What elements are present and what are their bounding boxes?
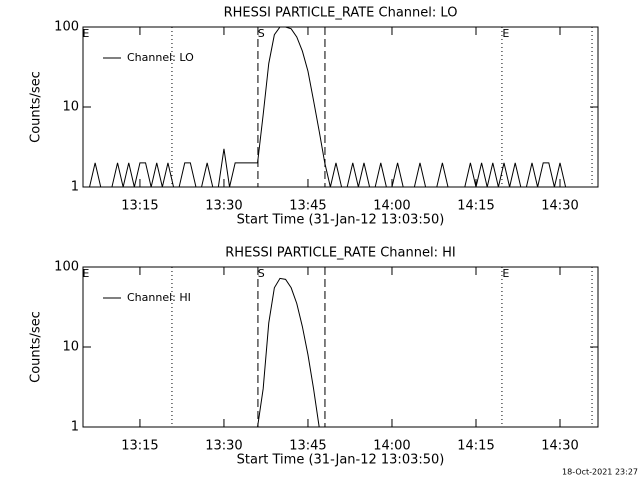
flag-label: S <box>258 27 265 40</box>
x-tick-label: 14:00 <box>373 199 410 214</box>
x-tick-label: 14:15 <box>457 439 494 454</box>
x-tick-label: 14:00 <box>373 439 410 454</box>
y-tick-label: 100 <box>54 260 79 275</box>
flag-label: E <box>82 27 89 40</box>
y-tick-label: 100 <box>54 20 79 35</box>
x-tick-label: 13:30 <box>205 199 242 214</box>
x-tick-label: 13:15 <box>121 199 158 214</box>
y-tick-label: 1 <box>71 180 79 195</box>
y-tick-label: 10 <box>62 100 79 115</box>
x-tick-label: 13:45 <box>289 439 326 454</box>
y-tick-label: 10 <box>62 340 79 355</box>
data-line <box>83 277 594 428</box>
timestamp: 18-Oct-2021 23:27 <box>562 468 638 477</box>
x-tick-label: 13:15 <box>121 439 158 454</box>
x-tick-label: 14:15 <box>457 199 494 214</box>
flag-label: E <box>502 267 509 280</box>
y-axis-label: Counts/sec <box>29 71 44 143</box>
x-tick-label: 13:45 <box>289 199 326 214</box>
flag-label: S <box>258 267 265 280</box>
chart-title: RHESSI PARTICLE_RATE Channel: LO <box>224 6 458 21</box>
flag-label: E <box>82 267 89 280</box>
x-tick-label: 14:30 <box>541 439 578 454</box>
legend-label: Channel: HI <box>127 291 191 304</box>
legend-label: Channel: LO <box>127 51 194 64</box>
flag-label: E <box>502 27 509 40</box>
y-axis-label: Counts/sec <box>29 311 44 383</box>
chart-title: RHESSI PARTICLE_RATE Channel: HI <box>225 246 455 261</box>
x-axis-label: Start Time (31-Jan-12 13:03:50) <box>237 453 445 468</box>
data-line <box>83 26 594 188</box>
x-tick-label: 14:30 <box>541 199 578 214</box>
x-axis-label: Start Time (31-Jan-12 13:03:50) <box>237 213 445 228</box>
x-tick-label: 13:30 <box>205 439 242 454</box>
y-tick-label: 1 <box>71 420 79 435</box>
